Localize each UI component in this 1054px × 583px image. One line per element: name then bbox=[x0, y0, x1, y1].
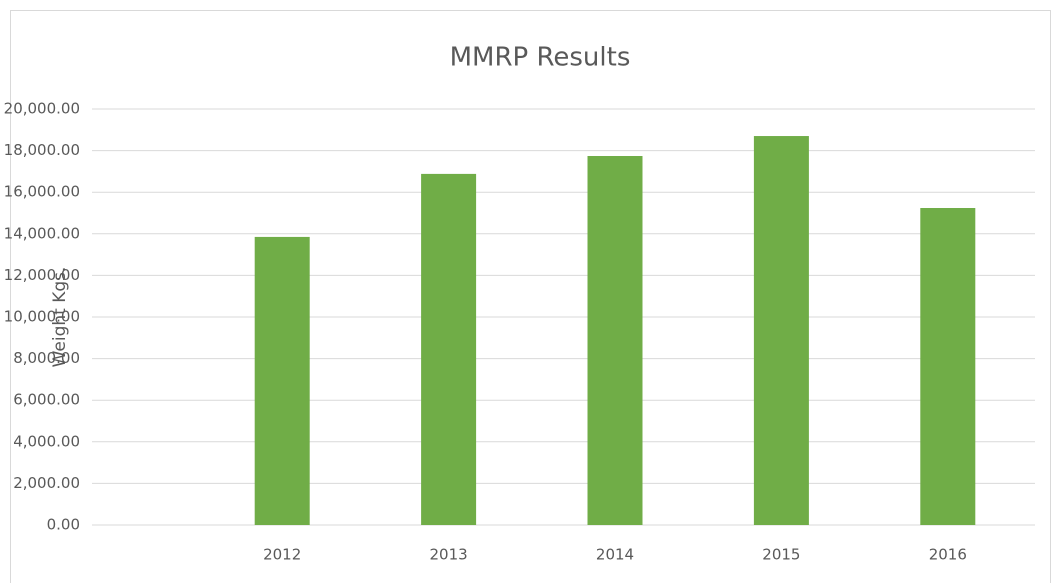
y-tick-label: 4,000.00 bbox=[13, 432, 80, 450]
x-tick-label: 2012 bbox=[263, 546, 301, 564]
bar bbox=[753, 136, 809, 526]
chart-title: MMRP Results bbox=[450, 43, 631, 73]
x-tick-label: 2013 bbox=[430, 546, 468, 564]
y-tick-label: 6,000.00 bbox=[13, 391, 80, 409]
y-tick-label: 10,000.00 bbox=[4, 308, 80, 326]
bar bbox=[587, 156, 643, 525]
y-tick-label: 20,000.00 bbox=[4, 100, 80, 118]
y-axis-label: Weight Kgs. bbox=[50, 267, 70, 368]
x-tick-label: 2015 bbox=[762, 546, 800, 564]
bar bbox=[421, 173, 477, 525]
y-tick-label: 14,000.00 bbox=[4, 224, 80, 242]
bar bbox=[254, 236, 310, 526]
y-tick-label: 0.00 bbox=[47, 516, 80, 534]
y-tick-label: 2,000.00 bbox=[13, 474, 80, 492]
x-tick-label: 2016 bbox=[929, 546, 967, 564]
y-tick-label: 12,000.00 bbox=[4, 266, 80, 284]
x-tick-label: 2014 bbox=[596, 546, 634, 564]
y-tick-label: 16,000.00 bbox=[4, 183, 80, 201]
chart-frame bbox=[10, 10, 1051, 583]
y-tick-label: 18,000.00 bbox=[4, 141, 80, 159]
y-tick-label: 8,000.00 bbox=[13, 349, 80, 367]
bar bbox=[920, 208, 976, 525]
